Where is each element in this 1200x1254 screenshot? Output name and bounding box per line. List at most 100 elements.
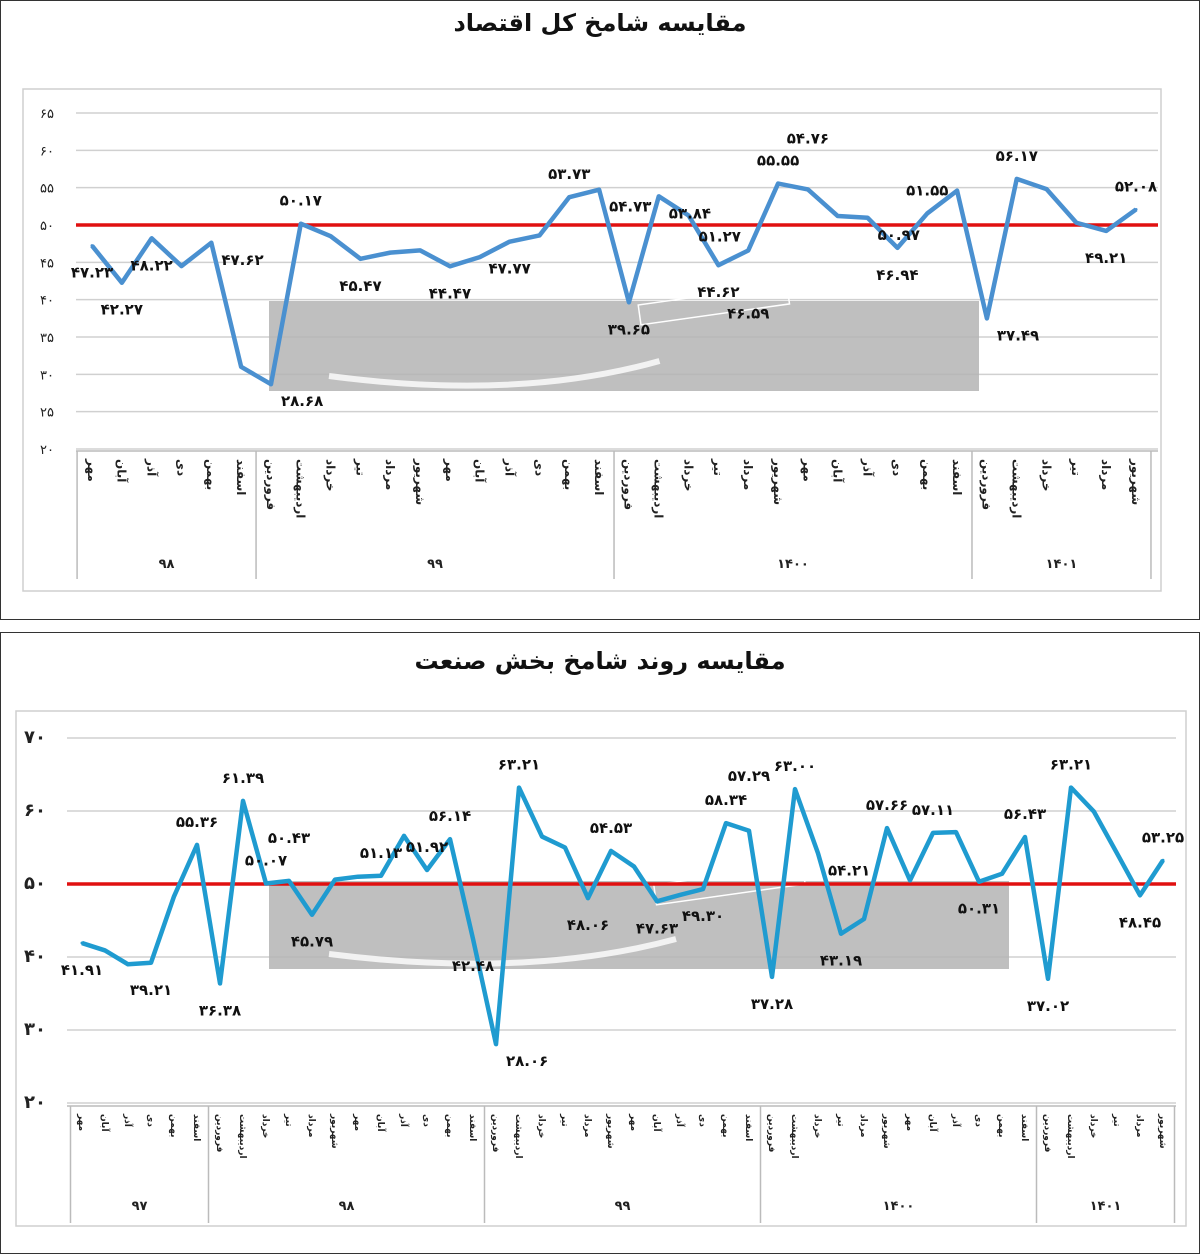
data-label: ۵۰.۰۷ (245, 851, 287, 869)
x-month-label: خرداد (1088, 1114, 1098, 1138)
y-tick-label: ۴۰ (40, 294, 54, 309)
data-label: ۵۶.۴۳ (1004, 805, 1046, 823)
data-point (567, 195, 571, 199)
x-month-label: دی (890, 459, 904, 476)
y-tick-label: ۴۰ (24, 946, 46, 967)
x-month-label: آبان (831, 459, 846, 483)
y-tick-label: ۶۰ (24, 800, 46, 821)
data-point (931, 831, 935, 835)
data-label: ۴۸.۲۲ (130, 256, 172, 274)
data-point (678, 893, 682, 897)
watermark-subtitle-box (637, 283, 791, 326)
watermark-box (269, 881, 1009, 969)
x-month-label: آبان (375, 1114, 387, 1132)
data-point (977, 880, 981, 884)
x-month-label: مهر (904, 1113, 914, 1131)
data-label: ۴۳.۱۹ (820, 952, 862, 970)
x-month-label: خرداد (812, 1114, 822, 1138)
x-month-label: اسفند (950, 459, 964, 495)
x-month-label: تیر (283, 1113, 293, 1127)
x-month-label: تیر (353, 458, 367, 476)
x-month-label: تیر (559, 1113, 569, 1127)
data-label: ۵۳.۲۵ (1142, 828, 1184, 846)
x-month-label: شهریور (881, 1113, 891, 1149)
x-month-label: آذر (144, 458, 159, 477)
y-tick-label: ۵۰ (40, 219, 54, 234)
data-label: ۶۳.۰۰ (774, 757, 816, 775)
data-point (402, 834, 406, 838)
x-month-label: اردیبهشت (237, 1114, 247, 1159)
x-month-label: خرداد (536, 1114, 546, 1138)
data-point (563, 846, 567, 849)
data-point (836, 214, 840, 218)
data-label: ۴۱.۹۱ (61, 961, 103, 979)
data-label: ۳۷.۲۸ (751, 995, 793, 1013)
x-month-label: خرداد (1039, 459, 1053, 492)
data-label: ۶۳.۲۱ (1050, 756, 1092, 774)
x-month-label: مهر (443, 458, 457, 482)
x-month-label: اسفند (234, 459, 248, 495)
data-point (195, 843, 199, 847)
data-point (126, 962, 130, 966)
data-point (866, 216, 870, 220)
data-label: ۳۷.۰۲ (1027, 997, 1069, 1015)
data-point (586, 896, 590, 900)
x-month-label: اردیبهشت (789, 1114, 799, 1159)
data-label: ۵۶.۱۷ (996, 147, 1038, 165)
data-point (494, 1042, 498, 1046)
x-month-label: آبان (115, 459, 130, 483)
data-point (716, 263, 720, 267)
data-point (657, 194, 661, 198)
data-point (701, 887, 705, 891)
x-month-label: بهمن (562, 459, 576, 490)
x-month-label: آذر (950, 1113, 962, 1128)
series-line (81, 785, 1165, 1047)
data-point (448, 264, 452, 268)
data-point (885, 826, 889, 830)
data-label: ۵۱.۹۲ (406, 838, 448, 856)
x-month-label: آذر (860, 458, 875, 477)
x-month-label: تیر (711, 458, 725, 476)
watermark-box (269, 301, 979, 391)
x-month-label: اردیبهشت (652, 459, 666, 518)
data-label: ۳۹.۲۱ (130, 981, 172, 999)
data-point (895, 246, 899, 250)
x-month-label: اسفند (191, 1114, 201, 1141)
y-tick-label: ۶۵ (40, 107, 54, 122)
x-year-label: ۱۴۰۰ (777, 557, 809, 572)
data-point (1134, 207, 1138, 211)
data-point (1074, 221, 1078, 225)
x-month-label: فروردین (979, 459, 994, 510)
y-tick-label: ۳۰ (40, 368, 54, 383)
x-month-label: دی (973, 1114, 983, 1127)
y-tick-label: ۷۰ (24, 727, 46, 748)
x-month-label: مهر (628, 1113, 638, 1131)
x-month-label: تیر (835, 1113, 845, 1127)
watermark-logo-icon (328, 936, 677, 967)
data-label: ۵۳.۷۳ (548, 165, 590, 183)
data-point (241, 799, 245, 803)
data-label: ۴۷.۲۳ (71, 264, 113, 282)
x-month-label: تیر (1069, 458, 1083, 476)
x-month-label: شهریور (1157, 1113, 1167, 1149)
x-month-label: شهریور (412, 458, 427, 505)
data-point (333, 878, 337, 882)
data-point (747, 829, 751, 833)
x-year-label: ۱۴۰۱ (1090, 1199, 1122, 1214)
x-year-label: ۹۸ (339, 1199, 355, 1214)
x-month-label: مهر (85, 458, 99, 482)
data-label: ۲۸.۰۶ (506, 1052, 548, 1070)
x-month-label: بهمن (168, 1114, 178, 1137)
data-label: ۵۰.۳۱ (958, 900, 1000, 918)
data-label: ۵۰.۹۷ (878, 226, 920, 244)
data-label: ۳۷.۴۹ (997, 326, 1039, 344)
x-month-label: دی (145, 1114, 155, 1127)
x-month-label: فروردین (490, 1114, 500, 1152)
x-year-label: ۹۷ (132, 1199, 148, 1214)
data-label: ۵۱.۱۳ (360, 844, 402, 862)
x-month-label: دی (697, 1114, 707, 1127)
x-month-label: اسفند (467, 1114, 477, 1141)
x-month-label: آذر (122, 1113, 134, 1128)
x-month-label: آذر (398, 1113, 410, 1128)
data-point (150, 236, 154, 240)
